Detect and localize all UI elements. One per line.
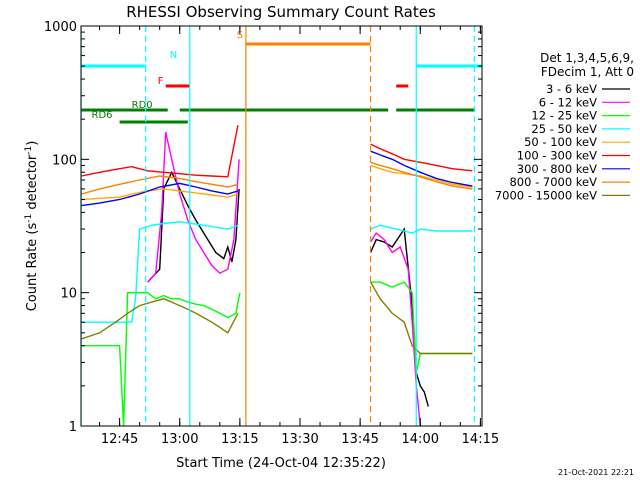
legend-entry-label: 800 - 7000 keV	[509, 175, 597, 189]
series-line-7-seg1	[81, 182, 239, 207]
x-axis-label: Start Time (24-Oct-04 12:35:22)	[176, 456, 386, 471]
y-tick-label: 1000	[44, 20, 77, 35]
legend-entry-label: 25 - 50 keV	[531, 122, 597, 136]
x-tick-label: 13:15	[221, 432, 258, 447]
x-tick-label: 12:45	[101, 432, 138, 447]
series-line-3-seg1	[81, 292, 241, 426]
series-line-6-seg1	[81, 125, 239, 178]
y-tick-label: 10	[60, 287, 77, 302]
y-tick-label: 1	[69, 420, 77, 435]
legend-header-line: FDecim 1, Att 0	[541, 65, 634, 79]
legend-entry-label: 50 - 100 keV	[524, 135, 597, 149]
y-axis-label: Count Rate (s-1 detector-1)	[24, 141, 40, 312]
series-line-4-seg2	[370, 224, 473, 234]
series-line-6-seg2	[370, 143, 473, 172]
series-line-2-seg1	[147, 131, 240, 283]
series-line-2-seg2	[370, 231, 421, 426]
x-axis: 12:45 13:00 13:15 13:30 13:45 14:00 14:15	[99, 26, 499, 447]
flag-label-n: N	[170, 50, 177, 61]
series-line-9-seg2	[369, 281, 473, 355]
legend-header-line: Det 1,3,4,5,6,9,	[540, 51, 634, 65]
series-line-9-seg1	[81, 298, 239, 340]
series-line-8-seg2	[370, 161, 473, 190]
flag-label-f: F	[158, 76, 164, 87]
plot-frame	[80, 25, 483, 427]
series-layer	[81, 125, 473, 426]
x-tick-label: 13:45	[341, 432, 378, 447]
series-line-8-seg1	[81, 175, 239, 195]
y-tick-label: 100	[52, 153, 77, 168]
y-axis: 1 10 100 1000	[44, 20, 482, 435]
series-line-5-seg1	[81, 188, 239, 201]
flag-label-rd6: RD6	[92, 110, 113, 121]
legend-entry-label: 6 - 12 keV	[539, 95, 597, 109]
flags-layer: N F S RD0 RD6	[81, 30, 482, 124]
chart-title: RHESSI Observing Summary Count Rates	[126, 3, 436, 21]
series-line-1-seg2	[369, 227, 429, 407]
x-tick-label: 14:00	[402, 432, 439, 447]
series-line-3-seg2	[370, 281, 473, 374]
legend-entry-label: 7000 - 15000 keV	[495, 188, 597, 202]
x-tick-label: 13:00	[161, 432, 198, 447]
x-tick-label: 14:15	[462, 432, 499, 447]
timestamp: 21-Oct-2021 22:21	[558, 468, 634, 477]
flag-label-s: S	[237, 30, 243, 41]
series-line-4-seg1	[81, 221, 239, 323]
legend-entry-label: 100 - 300 keV	[517, 149, 597, 163]
legend: Det 1,3,4,5,6,9,FDecim 1, Att 0 3 - 6 keV…	[495, 51, 634, 202]
legend-entry-label: 12 - 25 keV	[531, 109, 597, 123]
legend-entry-label: 300 - 800 keV	[517, 162, 597, 176]
flag-label-rd0: RD0	[132, 100, 153, 111]
x-tick-label: 13:30	[281, 432, 318, 447]
legend-entry-label: 3 - 6 keV	[546, 82, 597, 96]
series-line-7-seg2	[370, 150, 473, 187]
